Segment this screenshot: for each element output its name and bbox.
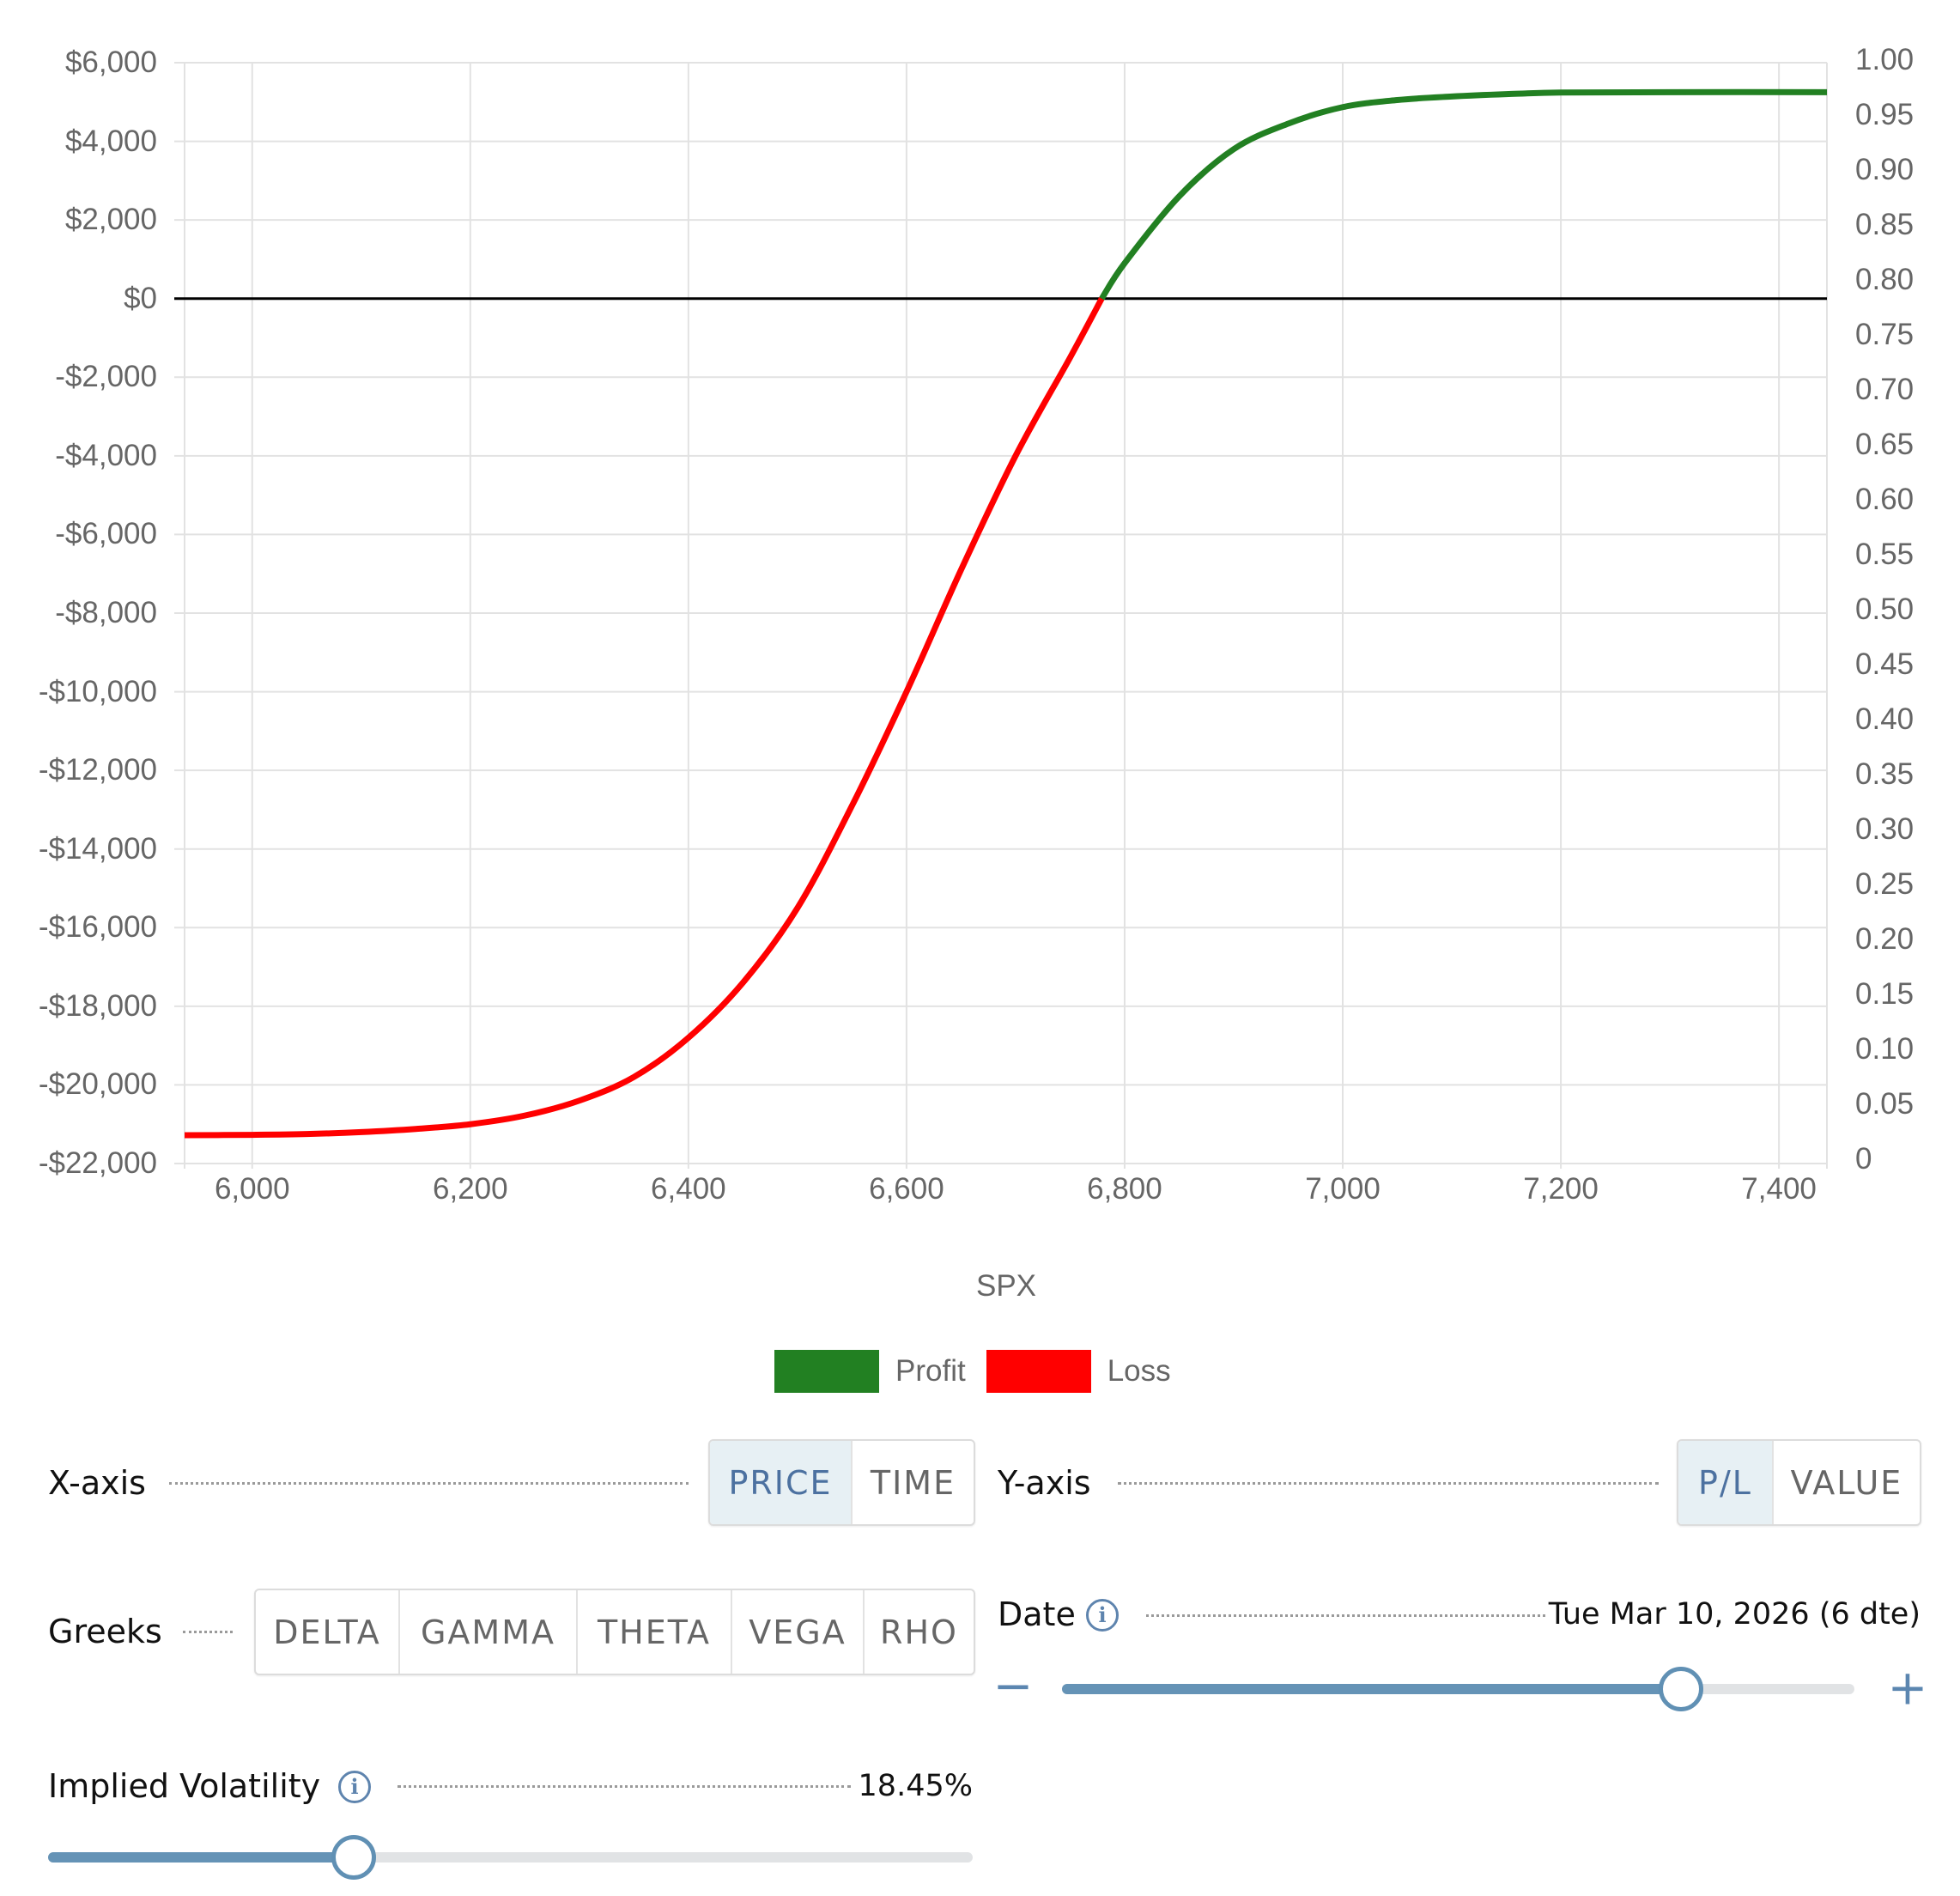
y2-tick-label: 0.55: [1855, 538, 1914, 571]
y-tick-label: -$12,000: [38, 753, 157, 787]
y2-tick-label: 0.75: [1855, 318, 1914, 351]
y-tick-label: -$4,000: [55, 438, 157, 472]
y-tick-label: -$6,000: [55, 517, 157, 551]
iv-slider-fill: [48, 1852, 355, 1863]
date-slider-thumb[interactable]: [1658, 1667, 1703, 1711]
y-tick-label: -$16,000: [38, 910, 157, 945]
x-axis-price-button[interactable]: PRICE: [710, 1441, 853, 1524]
y2-tick-label: 0.20: [1855, 922, 1914, 956]
greeks-leader: [183, 1631, 233, 1633]
x-tick-label: 6,000: [214, 1172, 290, 1206]
date-leader: [1146, 1614, 1545, 1617]
y-axis-value-button[interactable]: VALUE: [1790, 1463, 1903, 1502]
y2-tick-label: 0.45: [1855, 647, 1914, 681]
iv-value: 18.45%: [858, 1769, 973, 1803]
y-tick-label: $4,000: [64, 124, 157, 158]
profit-curve: [1099, 88, 1828, 301]
y-tick-label: -$22,000: [38, 1146, 157, 1180]
y2-tick-label: 0.05: [1855, 1087, 1914, 1121]
y-tick-label: -$18,000: [38, 988, 157, 1023]
legend-label-loss[interactable]: Loss: [1107, 1353, 1171, 1388]
y2-tick-label: 0.30: [1855, 812, 1914, 846]
date-info-icon[interactable]: i: [1086, 1599, 1119, 1632]
greek-delta-button[interactable]: DELTA: [256, 1590, 400, 1674]
y2-tick-label: 0.60: [1855, 483, 1914, 516]
date-decrement-button[interactable]: −: [992, 1658, 1034, 1715]
y2-tick-label: 0.65: [1855, 428, 1914, 461]
legend-swatch-profit[interactable]: [774, 1349, 879, 1393]
y2-tick-label: 0.90: [1855, 153, 1914, 186]
y2-tick-label: 0.85: [1855, 208, 1914, 241]
y2-tick-label: 0: [1855, 1142, 1872, 1176]
loss-curve: [184, 297, 1105, 1139]
greek-vega-button[interactable]: VEGA: [732, 1590, 865, 1674]
date-value: Tue Mar 10, 2026 (6 dte): [1548, 1597, 1921, 1632]
date-slider-fill: [1062, 1684, 1681, 1694]
x-tick-label: 7,400: [1741, 1172, 1817, 1206]
y-tick-label: $0: [124, 281, 157, 315]
greek-gamma-button[interactable]: GAMMA: [400, 1590, 578, 1674]
pl-chart: [174, 62, 1828, 1169]
x-tick-label: 7,000: [1305, 1172, 1380, 1206]
greek-theta-button[interactable]: THETA: [578, 1590, 732, 1674]
y-axis-toggle: P/L VALUE: [1677, 1439, 1921, 1526]
chart-legend: Profit Loss: [774, 1349, 1192, 1393]
x-tick-label: 6,600: [869, 1172, 944, 1206]
y2-tick-label: 0.10: [1855, 1032, 1914, 1066]
greek-rho-button[interactable]: RHO: [880, 1613, 958, 1651]
iv-label: Implied Volatility: [48, 1767, 321, 1805]
x-tick-label: 6,200: [433, 1172, 508, 1206]
y2-tick-label: 0.70: [1855, 373, 1914, 406]
y-axis-label: Y-axis: [998, 1464, 1091, 1502]
x-axis-label: X-axis: [48, 1464, 146, 1502]
y-tick-label: -$10,000: [38, 674, 157, 708]
date-label: Date: [998, 1595, 1076, 1633]
x-tick-label: 6,800: [1087, 1172, 1162, 1206]
y-tick-label: -$8,000: [55, 596, 157, 629]
x-axis-toggle: PRICE TIME: [708, 1439, 975, 1526]
y2-tick-label: 0.25: [1855, 867, 1914, 901]
iv-info-icon[interactable]: i: [338, 1771, 371, 1803]
legend-swatch-loss[interactable]: [986, 1349, 1091, 1393]
x-tick-label: 7,200: [1523, 1172, 1599, 1206]
y-tick-label: $6,000: [64, 46, 157, 79]
y-tick-label: $2,000: [64, 203, 157, 237]
greeks-toggle: DELTA GAMMA THETA VEGA RHO: [254, 1589, 975, 1675]
x-axis-time-button[interactable]: TIME: [870, 1463, 956, 1502]
y2-tick-label: 0.15: [1855, 977, 1914, 1011]
y2-tick-label: 0.50: [1855, 592, 1914, 626]
x-tick-label: 6,400: [651, 1172, 726, 1206]
y-tick-label: -$14,000: [38, 831, 157, 866]
y2-tick-label: 1.00: [1855, 43, 1914, 76]
date-increment-button[interactable]: +: [1887, 1660, 1928, 1717]
y2-tick-label: 0.35: [1855, 757, 1914, 791]
iv-slider-thumb[interactable]: [331, 1835, 377, 1880]
x-axis-title: SPX: [975, 1269, 1037, 1303]
y-axis-leader: [1118, 1482, 1659, 1485]
iv-leader: [397, 1785, 851, 1788]
y-tick-label: -$2,000: [55, 360, 157, 394]
x-axis-leader: [169, 1482, 689, 1485]
y-tick-label: -$20,000: [38, 1067, 157, 1102]
legend-label-profit[interactable]: Profit: [895, 1353, 966, 1388]
y-axis-pl-button[interactable]: P/L: [1678, 1441, 1774, 1524]
y2-tick-label: 0.80: [1855, 263, 1914, 296]
y2-tick-label: 0.95: [1855, 98, 1914, 131]
greeks-label: Greeks: [48, 1613, 162, 1650]
y2-tick-label: 0.40: [1855, 702, 1914, 736]
